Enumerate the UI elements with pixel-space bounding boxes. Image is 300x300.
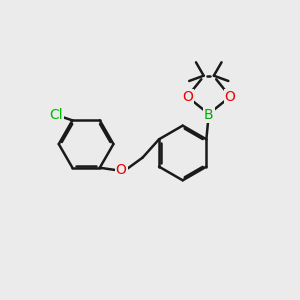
Text: O: O	[225, 90, 236, 104]
Text: O: O	[182, 90, 193, 104]
Text: Cl: Cl	[49, 108, 63, 122]
Text: O: O	[116, 163, 127, 177]
Text: B: B	[204, 108, 214, 122]
